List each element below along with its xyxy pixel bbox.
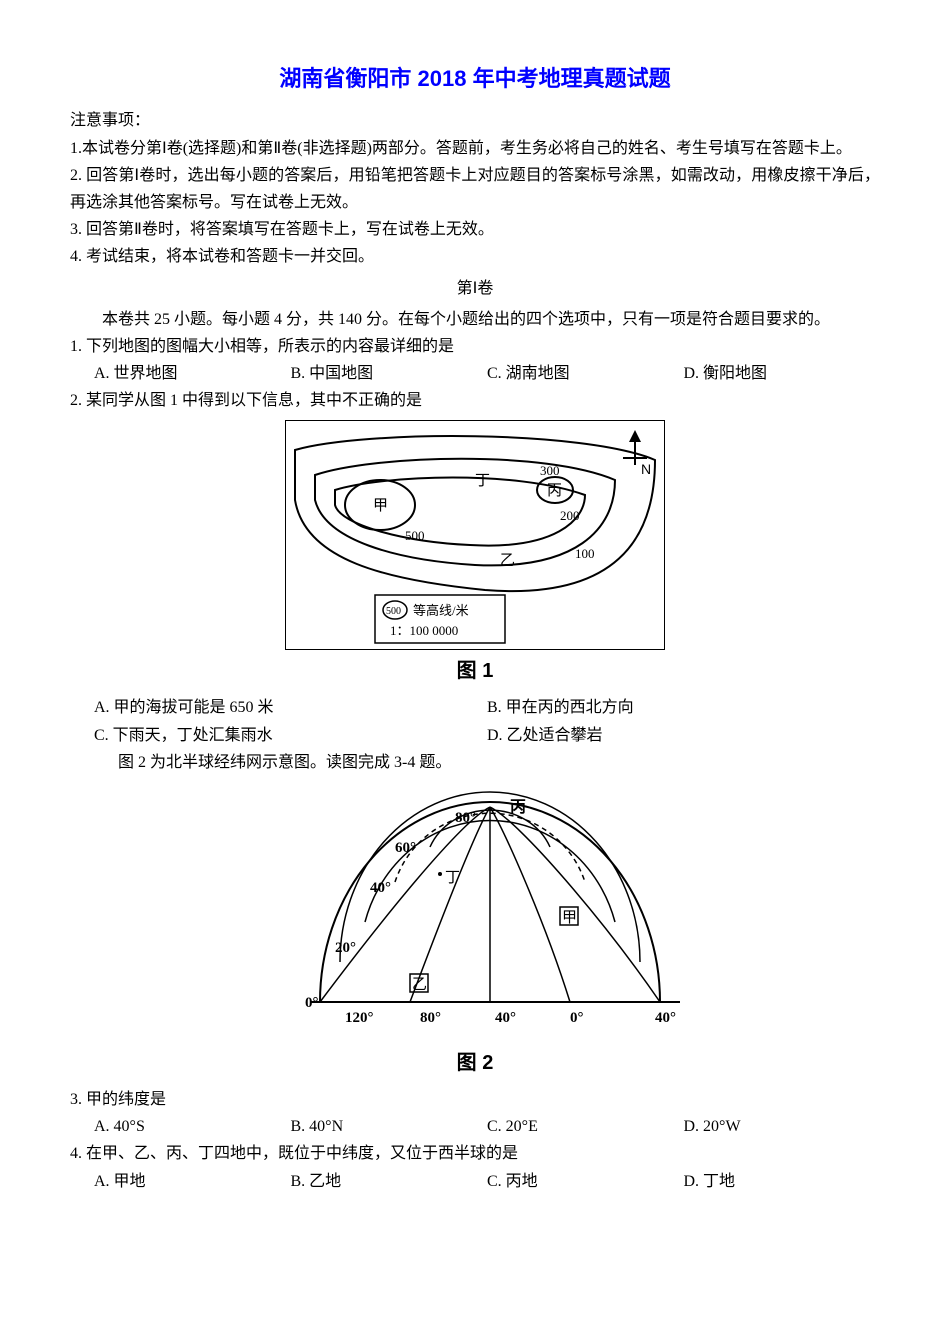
q2-stem: 2. 某同学从图 1 中得到以下信息，其中不正确的是 bbox=[70, 387, 880, 414]
contour-200: 200 bbox=[560, 508, 580, 523]
point-jia: 甲 bbox=[373, 498, 388, 514]
q2-opt-d: D. 乙处适合攀岩 bbox=[487, 722, 880, 749]
q4-opt-d: D. 丁地 bbox=[684, 1168, 881, 1195]
legend-line1: 等高线/米 bbox=[413, 603, 469, 618]
q4-stem: 4. 在甲、乙、丙、丁四地中，既位于中纬度，又位于西半球的是 bbox=[70, 1140, 880, 1167]
question-3: 3. 甲的纬度是 A. 40°S B. 40°N C. 20°E D. 20°W bbox=[70, 1086, 880, 1140]
lon-0: 0° bbox=[570, 1010, 584, 1026]
q2-options: A. 甲的海拔可能是 650 米 B. 甲在丙的西北方向 C. 下雨天，丁处汇集… bbox=[70, 694, 880, 748]
lon-80: 80° bbox=[420, 1010, 441, 1026]
point-bing: 丙 bbox=[547, 483, 562, 499]
instructions-header: 注意事项： bbox=[70, 107, 880, 134]
q3-options: A. 40°S B. 40°N C. 20°E D. 20°W bbox=[70, 1113, 880, 1140]
q4-options: A. 甲地 B. 乙地 C. 丙地 D. 丁地 bbox=[70, 1168, 880, 1195]
point-jia2: 甲 bbox=[562, 910, 577, 926]
contour-300: 300 bbox=[540, 463, 560, 478]
question-1: 1. 下列地图的图幅大小相等，所表示的内容最详细的是 A. 世界地图 B. 中国… bbox=[70, 333, 880, 387]
point-ding2: 丁 bbox=[445, 870, 460, 886]
instructions-block: 注意事项： 1.本试卷分第Ⅰ卷(选择题)和第Ⅱ卷(非选择题)两部分。答题前，考生… bbox=[70, 107, 880, 270]
q1-opt-b: B. 中国地图 bbox=[291, 360, 488, 387]
lon-40: 40° bbox=[495, 1010, 516, 1026]
q1-opt-c: C. 湖南地图 bbox=[487, 360, 684, 387]
figure-2: 80° 60° 40° 20° 0° 120° 80° 40° 0° 40° 丙… bbox=[70, 782, 880, 1080]
q3-stem: 3. 甲的纬度是 bbox=[70, 1086, 880, 1113]
section-1-intro: 本卷共 25 小题。每小题 4 分，共 140 分。在每个小题给出的四个选项中，… bbox=[70, 306, 880, 333]
point-yi2: 乙 bbox=[412, 977, 427, 993]
instruction-1: 1.本试卷分第Ⅰ卷(选择题)和第Ⅱ卷(非选择题)两部分。答题前，考生务必将自己的… bbox=[70, 135, 880, 162]
lat-40: 40° bbox=[370, 880, 391, 896]
point-yi: 乙 bbox=[500, 553, 515, 569]
q4-opt-c: C. 丙地 bbox=[487, 1168, 684, 1195]
q1-opt-d: D. 衡阳地图 bbox=[684, 360, 881, 387]
lat-60: 60° bbox=[395, 840, 416, 856]
instruction-2: 2. 回答第Ⅰ卷时，选出每小题的答案后，用铅笔把答题卡上对应题目的答案标号涂黑，… bbox=[70, 162, 880, 216]
lon-120: 120° bbox=[345, 1010, 374, 1026]
q1-options: A. 世界地图 B. 中国地图 C. 湖南地图 D. 衡阳地图 bbox=[70, 360, 880, 387]
lat-80: 80° bbox=[455, 810, 476, 826]
q3-opt-a: A. 40°S bbox=[94, 1113, 291, 1140]
contour-100: 100 bbox=[575, 546, 595, 561]
q3-opt-b: B. 40°N bbox=[291, 1113, 488, 1140]
contour-map-svg: N 300 200 100 500 甲 丁 丙 乙 500 等高线/米 1：10… bbox=[285, 420, 665, 650]
legend-line2: 1：100 0000 bbox=[390, 623, 458, 638]
q2-opt-b: B. 甲在丙的西北方向 bbox=[487, 694, 880, 721]
q1-opt-a: A. 世界地图 bbox=[94, 360, 291, 387]
lat-20: 20° bbox=[335, 940, 356, 956]
point-ding: 丁 bbox=[475, 473, 490, 489]
section-1-title: 第Ⅰ卷 bbox=[70, 275, 880, 302]
exam-title: 湖南省衡阳市 2018 年中考地理真题试题 bbox=[70, 60, 880, 97]
svg-text:N: N bbox=[641, 461, 651, 477]
lat-0: 0° bbox=[305, 995, 319, 1011]
passage-fig2: 图 2 为北半球经纬网示意图。读图完成 3-4 题。 bbox=[70, 749, 880, 776]
instruction-4: 4. 考试结束，将本试卷和答题卡一并交回。 bbox=[70, 243, 880, 270]
q3-opt-d: D. 20°W bbox=[684, 1113, 881, 1140]
question-2: 2. 某同学从图 1 中得到以下信息，其中不正确的是 N 300 200 100… bbox=[70, 387, 880, 749]
lon-40e: 40° bbox=[655, 1010, 676, 1026]
figure-1-caption: 图 1 bbox=[70, 654, 880, 688]
q4-opt-b: B. 乙地 bbox=[291, 1168, 488, 1195]
question-4: 4. 在甲、乙、丙、丁四地中，既位于中纬度，又位于西半球的是 A. 甲地 B. … bbox=[70, 1140, 880, 1194]
q2-opt-c: C. 下雨天，丁处汇集雨水 bbox=[94, 722, 487, 749]
graticule-svg: 80° 60° 40° 20° 0° 120° 80° 40° 0° 40° 丙… bbox=[260, 782, 690, 1042]
contour-500: 500 bbox=[405, 528, 425, 543]
q3-opt-c: C. 20°E bbox=[487, 1113, 684, 1140]
instruction-3: 3. 回答第Ⅱ卷时，将答案填写在答题卡上，写在试卷上无效。 bbox=[70, 216, 880, 243]
figure-1: N 300 200 100 500 甲 丁 丙 乙 500 等高线/米 1：10… bbox=[70, 420, 880, 688]
legend-sample-value: 500 bbox=[386, 606, 401, 617]
point-bing2: 丙 bbox=[510, 798, 526, 816]
q1-stem: 1. 下列地图的图幅大小相等，所表示的内容最详细的是 bbox=[70, 333, 880, 360]
q2-opt-a: A. 甲的海拔可能是 650 米 bbox=[94, 694, 487, 721]
q4-opt-a: A. 甲地 bbox=[94, 1168, 291, 1195]
figure-2-caption: 图 2 bbox=[70, 1046, 880, 1080]
